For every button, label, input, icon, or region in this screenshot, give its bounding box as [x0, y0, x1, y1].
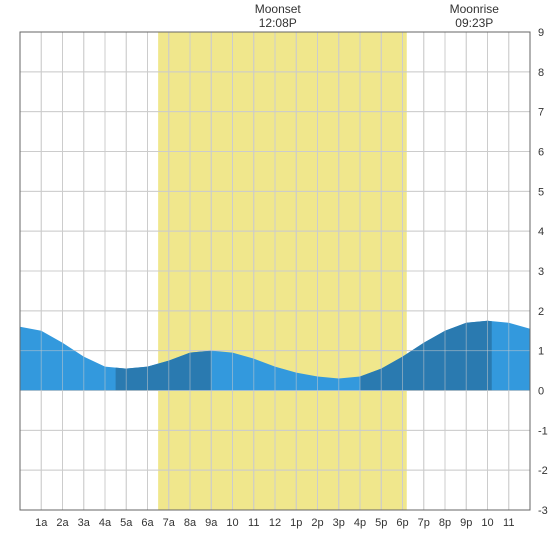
x-tick-label: 6a — [141, 517, 154, 529]
y-tick-label: 6 — [538, 147, 544, 159]
y-tick-label: 0 — [538, 386, 544, 398]
x-tick-label: 11 — [248, 517, 259, 529]
x-tick-label: 12 — [269, 517, 281, 529]
x-tick-label: 9a — [205, 517, 218, 529]
y-tick-label: 5 — [538, 186, 544, 198]
x-tick-label: 10 — [481, 517, 493, 529]
y-tick-label: 2 — [538, 306, 544, 318]
y-tick-label: 8 — [538, 67, 544, 79]
y-tick-label: -2 — [538, 465, 548, 477]
top-label-title: Moonset — [248, 2, 308, 16]
x-tick-label: 11 — [503, 517, 514, 529]
y-tick-label: 1 — [538, 346, 544, 358]
y-tick-label: 4 — [538, 226, 544, 238]
x-tick-label: 2a — [56, 517, 69, 529]
x-tick-label: 9p — [460, 517, 472, 529]
y-tick-label: -3 — [538, 505, 548, 517]
x-tick-label: 10 — [226, 517, 238, 529]
tide-chart: 1a2a3a4a5a6a7a8a9a1011121p2p3p4p5p6p7p8p… — [0, 0, 550, 550]
x-tick-label: 8p — [439, 517, 451, 529]
x-tick-label: 2p — [311, 517, 323, 529]
x-tick-label: 3a — [78, 517, 91, 529]
x-tick-label: 5p — [375, 517, 387, 529]
x-tick-label: 4a — [99, 517, 112, 529]
x-tick-label: 5a — [120, 517, 133, 529]
y-tick-label: 9 — [538, 27, 544, 39]
x-tick-label: 4p — [354, 517, 366, 529]
x-tick-label: 3p — [333, 517, 345, 529]
x-tick-label: 1a — [35, 517, 48, 529]
x-tick-label: 6p — [396, 517, 408, 529]
top-label-time: 12:08P — [248, 16, 308, 30]
y-tick-label: 7 — [538, 107, 544, 119]
x-tick-label: 8a — [184, 517, 197, 529]
chart-svg: 1a2a3a4a5a6a7a8a9a1011121p2p3p4p5p6p7p8p… — [0, 0, 550, 550]
top-label-title: Moonrise — [444, 2, 504, 16]
x-tick-label: 1p — [290, 517, 302, 529]
y-tick-label: -1 — [538, 425, 548, 437]
x-tick-label: 7p — [418, 517, 430, 529]
top-label-time: 09:23P — [444, 16, 504, 30]
moonset-label: Moonset12:08P — [248, 2, 308, 31]
y-tick-label: 3 — [538, 266, 544, 278]
x-tick-label: 7a — [163, 517, 176, 529]
moonrise-label: Moonrise09:23P — [444, 2, 504, 31]
